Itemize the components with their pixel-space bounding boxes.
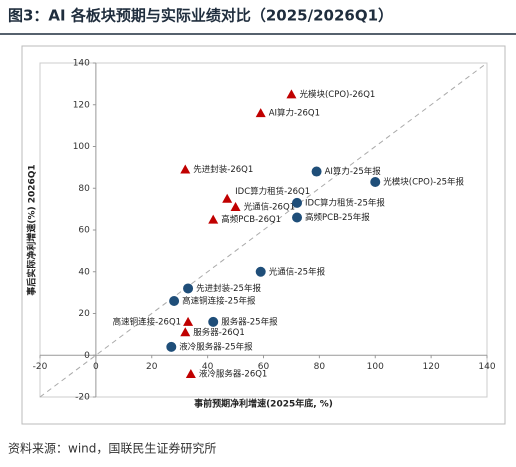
x-tick-label: 140 [478,362,495,372]
point-label: 光通信-25年报 [269,266,326,277]
point-label: 光通信-26Q1 [244,202,295,213]
point [292,197,303,208]
point-label: AI算力-26Q1 [269,108,320,119]
point [169,295,180,306]
diagonal-line [39,62,488,398]
point-label: 先进封装-25年报 [196,283,261,294]
point [222,193,233,203]
point-label: 光模块(CPO)-26Q1 [299,89,375,100]
title: 图3：AI 各板块预期与实际业绩对比（2025/2026Q1） [8,7,393,25]
y-tick-label: 140 [73,59,90,69]
source: 资料来源：wind，国联民生证券研究所 [8,441,216,456]
point-label: 服务器-26Q1 [193,327,244,338]
point-label: 高频PCB-25年报 [305,212,370,223]
point [292,212,303,223]
chart-frame [21,45,506,425]
x-tick-label: 60 [258,362,270,372]
point [166,341,177,352]
x-tick-label: 100 [367,362,384,372]
point [230,202,241,212]
y-axis-label: 事后实际净利增速(%) 2026Q1 [26,164,38,295]
point-label: 高速铜连接-25年报 [182,295,256,306]
point [286,89,297,99]
point [208,214,219,224]
point-label: 光模块(CPO)-25年报 [383,176,464,187]
y-tick-label: 20 [78,309,90,319]
y-tick-label: 0 [84,351,90,361]
point-label: 服务器-25年报 [221,316,278,327]
x-axis-label: 事前预期净利增速(2025年底, %) [194,398,333,410]
point [183,316,194,326]
x-tick-label: 40 [202,362,214,372]
y-tick-label: 100 [73,142,90,152]
point-label: 高速铜连接-26Q1 [113,316,181,327]
point-label: IDC算力租赁-25年报 [305,197,385,208]
x-tick-label: 120 [423,362,440,372]
x-tick-label: 20 [146,362,158,372]
chart: -20 0 20 40 60 80 100 120 140 -20 0 20 40 60 80 100 120 1… [26,59,496,410]
point-label: 液冷服务器-26Q1 [199,369,267,380]
y-tick-label: -20 [75,393,90,403]
point [180,327,191,337]
point [183,283,194,294]
point [208,316,219,327]
point-label: 高频PCB-26Q1 [221,214,281,225]
y-tick-label: 120 [73,100,90,110]
y-tick-label: 40 [78,267,90,277]
x-tick-label: 80 [314,362,326,372]
point-label: 液冷服务器-25年报 [179,341,253,352]
point [370,176,381,187]
point [255,108,266,118]
y-tick-label: 60 [78,226,90,236]
plot-border [39,62,488,398]
point [255,266,266,277]
x-tick-label: 0 [93,362,99,372]
point [180,164,191,174]
point-label: 先进封装-26Q1 [193,164,253,175]
point [311,166,322,177]
y-tick-label: 80 [78,184,90,194]
point [185,369,196,379]
point-label: AI算力-25年报 [325,166,382,177]
x-tick-label: -20 [33,362,48,372]
point-label: IDC算力租赁-26Q1 [235,186,310,197]
